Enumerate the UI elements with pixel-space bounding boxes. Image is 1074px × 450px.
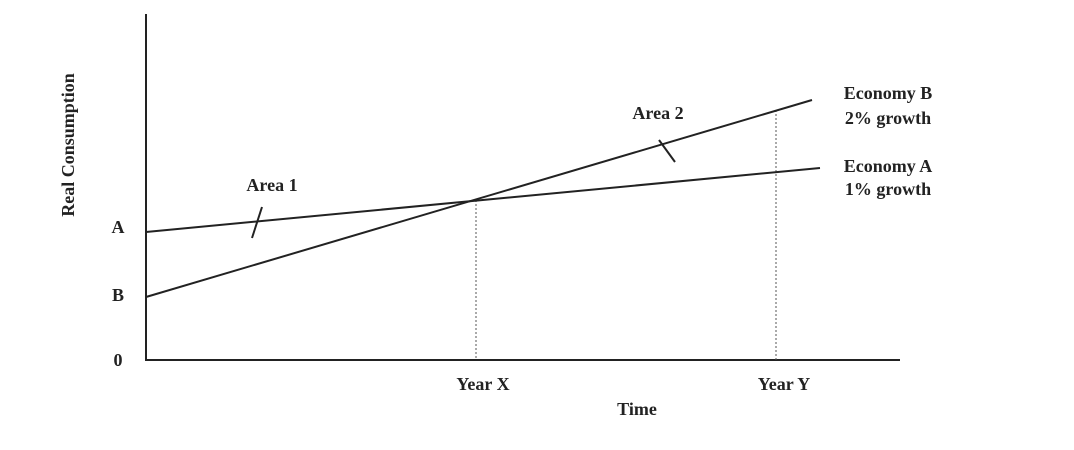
line-label: Economy A	[844, 156, 933, 176]
y-tick-label: 0	[114, 350, 123, 370]
x-axis-label: Time	[617, 399, 657, 419]
y-axis-label: Real Consumption	[58, 73, 78, 217]
area-1-pointer	[251, 206, 263, 239]
y-tick-label: A	[112, 217, 125, 237]
area-label: Area 2	[632, 103, 683, 123]
y-tick-label: B	[112, 285, 124, 305]
x-tick-label: Year X	[456, 374, 509, 394]
area-2-pointer	[658, 139, 676, 163]
area-label: Area 1	[246, 175, 297, 195]
line-note: 2% growth	[845, 108, 931, 128]
line-label: Economy B	[844, 83, 933, 103]
economy-b-line	[145, 99, 813, 298]
x-tick-label: Year Y	[758, 374, 811, 394]
line-note: 1% growth	[845, 179, 931, 199]
